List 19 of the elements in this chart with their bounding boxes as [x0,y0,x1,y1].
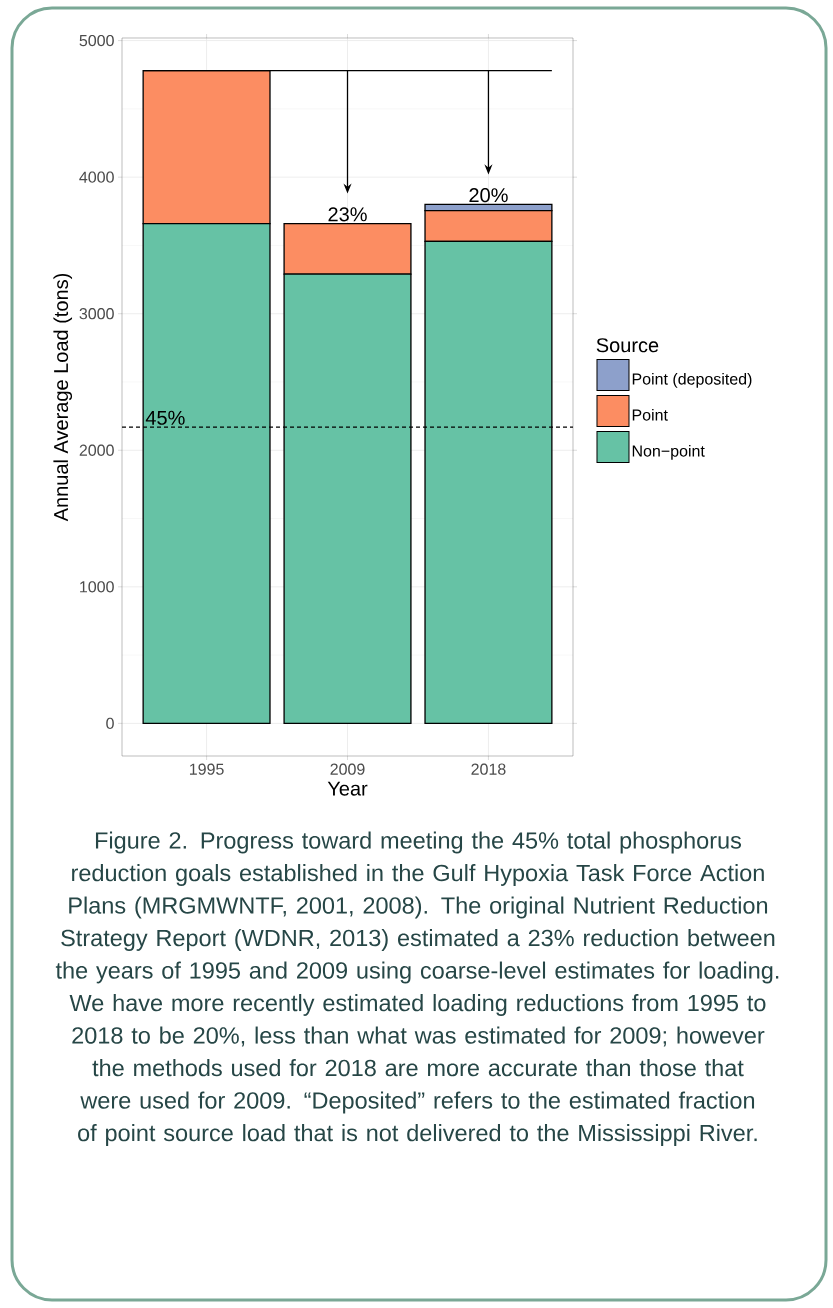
x-tick-label: 2009 [330,763,365,775]
y-axis-title: Annual Average Load (tons) [53,273,73,522]
y-tick-label: 0 [106,717,114,730]
x-tick-label: 1995 [189,763,224,775]
x-tick-label: 2018 [471,763,506,775]
annotation: 45% [145,410,185,425]
text: Figure 2. Progress toward meeting the 45% total phosphorus reduction goals established in the Gulf Hypoxia Task Force Action Plans (MRGMWNTF, 2001, 2008). The original Nutrient Reduction Strategy Report (WDNR, 2013) estimated a 23% reduction between the years of 1995 and 2009 using coarse-level estimates for loading. We have more recently estimated loading reductions from 1995 to 2018 to be 20%, less than what was estimated for 2009; however the methods used for 2018 are more accurate than those that were used for 2009. “Deposited” refers to the estimated fraction of point source load that is not delivered to the Mississippi River. [55,831,779,1146]
y-tick-label: 2000 [79,444,114,456]
x-axis-title: Year [327,781,368,796]
annotation: 20% [469,188,508,203]
y-tick-label: 3000 [79,308,114,320]
legend-label: Point (deposited) [632,372,752,388]
y-tick-label: 5000 [79,34,114,47]
y-tick-label: 1000 [80,581,114,593]
legend-label: Point [632,408,668,421]
annotation: 23% [328,207,367,222]
legend-label: Non−point [632,444,705,460]
legend-title: Source [596,338,659,353]
y-tick-label: 4000 [79,171,114,183]
